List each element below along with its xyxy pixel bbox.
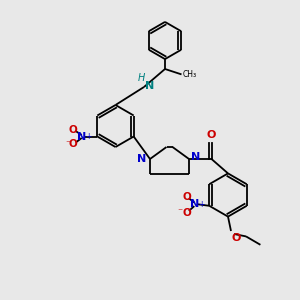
Text: O: O (182, 191, 191, 202)
Text: CH₃: CH₃ (183, 70, 197, 79)
Text: +: + (85, 132, 92, 141)
Text: ⁻: ⁻ (178, 208, 183, 218)
Text: +: + (198, 200, 204, 209)
Text: O: O (182, 208, 191, 218)
Text: O: O (232, 233, 241, 243)
Text: N: N (190, 199, 199, 209)
Text: H: H (138, 74, 145, 83)
Text: ⁻: ⁻ (65, 139, 70, 149)
Text: N: N (137, 154, 146, 164)
Text: O: O (207, 130, 216, 140)
Text: N: N (190, 152, 200, 163)
Text: N: N (146, 81, 155, 92)
Text: O: O (69, 139, 78, 149)
Text: N: N (77, 131, 86, 142)
Text: O: O (69, 125, 78, 135)
